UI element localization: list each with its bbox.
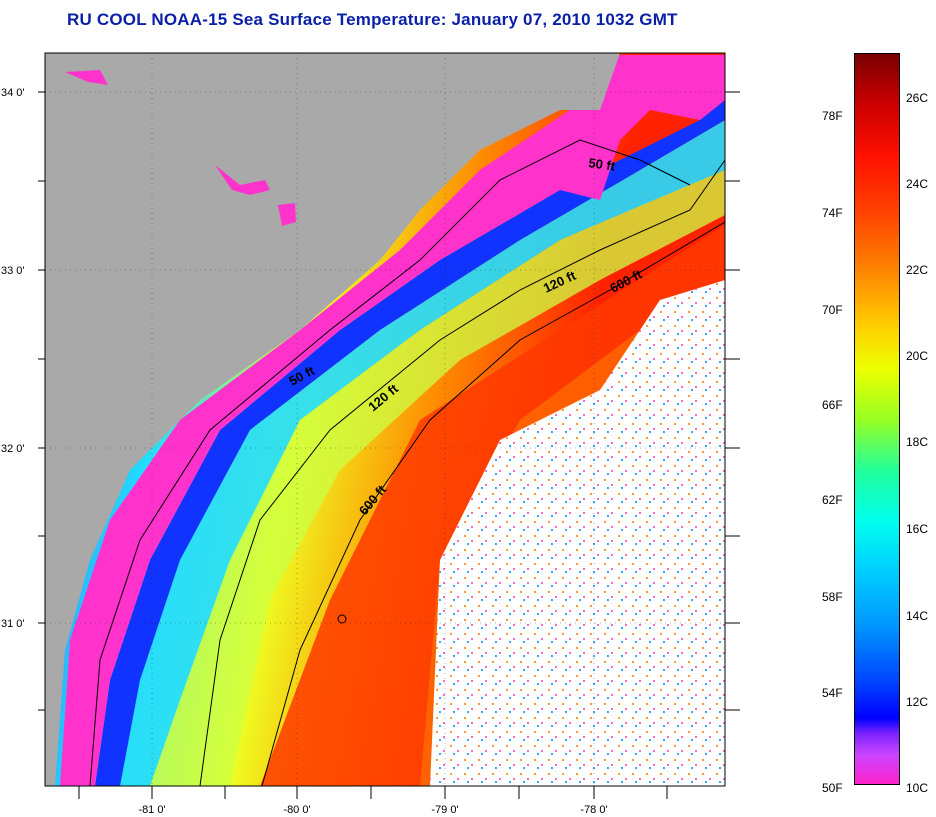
nearshore-water <box>60 55 725 786</box>
fahrenheit-label: 58F <box>822 590 843 604</box>
cloud-cover <box>430 280 725 786</box>
fahrenheit-label: 54F <box>822 686 843 700</box>
celsius-label: 24C <box>906 177 929 191</box>
lat-label: 32 0' <box>1 443 25 455</box>
cold-water <box>95 100 725 786</box>
lon-label: -81 0' <box>138 804 165 816</box>
inland-water <box>65 70 108 85</box>
contour-label: 50 ft <box>588 155 617 174</box>
fahrenheit-label: 74F <box>822 206 843 220</box>
celsius-label: 20C <box>906 349 929 363</box>
tick-marks <box>38 91 740 799</box>
lat-label: 34 0' <box>1 87 25 99</box>
temperature-colorbar <box>854 53 900 785</box>
lat-label: 31 0' <box>1 618 25 630</box>
lon-label: -79 0' <box>431 804 458 816</box>
lon-label: -78 0' <box>580 804 607 816</box>
lat-label: 33 0' <box>1 265 25 277</box>
map-border <box>44 52 726 787</box>
land-mass <box>45 53 620 786</box>
fahrenheit-label: 78F <box>822 109 843 123</box>
fahrenheit-label: 66F <box>822 398 843 412</box>
fahrenheit-label: 50F <box>822 781 843 795</box>
contour-120ft <box>199 159 725 786</box>
contour-600ft <box>261 221 725 786</box>
celsius-label: 12C <box>906 695 929 709</box>
shelf-water <box>150 170 725 786</box>
celsius-label: 26C <box>906 91 929 105</box>
celsius-label: 14C <box>906 609 929 623</box>
fahrenheit-label: 70F <box>822 303 843 317</box>
celsius-label: 10C <box>906 781 929 795</box>
celsius-label: 22C <box>906 263 929 277</box>
celsius-label: 18C <box>906 435 929 449</box>
graticule <box>45 53 725 786</box>
celsius-label: 16C <box>906 522 929 536</box>
contour-50ft <box>89 139 691 786</box>
map-title: RU COOL NOAA-15 Sea Surface Temperature:… <box>67 10 678 29</box>
lon-label: -80 0' <box>283 804 310 816</box>
contour-ring <box>337 614 347 624</box>
fahrenheit-label: 62F <box>822 493 843 507</box>
cool-water <box>120 120 725 786</box>
inland-water <box>278 203 296 226</box>
inland-water <box>215 165 270 195</box>
